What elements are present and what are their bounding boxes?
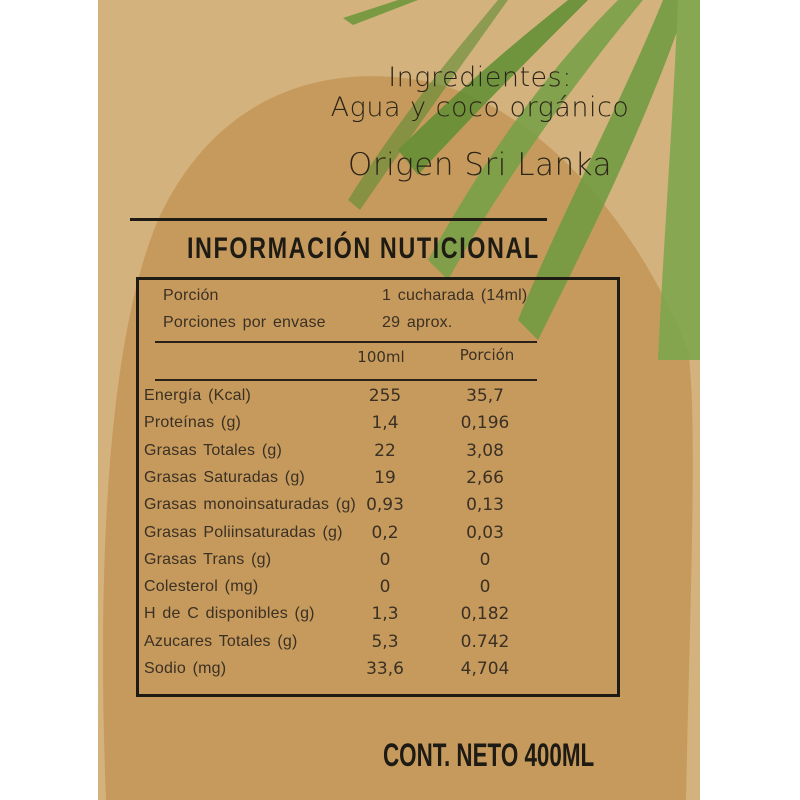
nutrient-value-portion: 0.742 xyxy=(460,631,510,652)
nutrient-value-100ml: 1,4 xyxy=(371,413,399,434)
nutrient-name: Grasas Saturadas (g) xyxy=(144,468,305,486)
palm-leaf-illustration xyxy=(343,0,700,360)
nutrient-value-portion: 0 xyxy=(479,549,491,570)
nutrition-title: INFORMACIÓN NUTICIONAL xyxy=(187,232,540,265)
nutrient-value-100ml: 5,3 xyxy=(371,631,399,652)
nutrient-value-100ml: 33,6 xyxy=(366,659,404,679)
divider xyxy=(155,379,537,381)
nutrient-name: Sodio (mg) xyxy=(144,660,227,677)
nutrient-value-100ml: 255 xyxy=(368,386,402,406)
nutrient-value-100ml: 0,93 xyxy=(366,495,404,516)
background-decoration xyxy=(102,0,700,800)
serving-value: 1 cucharada (14ml) xyxy=(382,287,528,304)
nutrient-value-portion: 4,704 xyxy=(460,659,510,679)
nutrient-value-100ml: 19 xyxy=(374,467,396,488)
servings-value: 29 aprox. xyxy=(382,314,453,331)
ingredients-title: Ingredientes: xyxy=(388,62,572,93)
divider xyxy=(155,341,537,343)
nutrient-value-portion: 2,66 xyxy=(466,467,504,488)
nutrient-value-portion: 0,196 xyxy=(460,413,510,434)
nutrient-name: Grasas monoinsaturadas (g) xyxy=(144,496,356,514)
nutrient-value-portion: 0 xyxy=(479,577,491,598)
nutrient-name: H de C disponibles (g) xyxy=(144,605,315,623)
nutrient-value-portion: 0,182 xyxy=(460,604,510,625)
nutrient-value-100ml: 0,2 xyxy=(371,522,399,543)
nutrient-name: Grasas Trans (g) xyxy=(144,550,272,568)
nutrient-value-100ml: 0 xyxy=(379,577,391,598)
nutrient-value-portion: 0,13 xyxy=(466,495,504,516)
servings-label: Porciones por envase xyxy=(163,314,326,331)
nutrient-name: Energía (Kcal) xyxy=(144,387,252,404)
product-label: Ingredientes: Agua y coco orgánico Orige… xyxy=(98,0,700,800)
nutrient-name: Colesterol (mg) xyxy=(144,578,259,596)
nutrient-name: Grasas Poliinsaturadas (g) xyxy=(144,523,343,541)
nutrient-value-100ml: 1,3 xyxy=(371,604,399,625)
nutrient-name: Proteínas (g) xyxy=(144,414,242,432)
serving-label: Porción xyxy=(163,287,219,304)
nutrient-name: Azucares Totales (g) xyxy=(144,632,298,650)
origin-text: Origen Sri Lanka xyxy=(347,147,613,183)
ingredients-text: Agua y coco orgánico xyxy=(330,92,630,123)
nutrient-value-portion: 35,7 xyxy=(466,386,504,406)
net-content: CONT. NETO 400ML xyxy=(383,737,595,773)
nutrient-value-100ml: 22 xyxy=(374,440,396,461)
column-header-100ml: 100ml xyxy=(357,348,405,366)
nutrient-value-100ml: 0 xyxy=(379,549,391,570)
nutrition-table xyxy=(136,277,620,697)
nutrient-name: Grasas Totales (g) xyxy=(144,441,283,459)
nutrient-value-portion: 0,03 xyxy=(466,522,504,543)
column-header-portion: Porción xyxy=(459,346,515,364)
nutrient-value-portion: 3,08 xyxy=(466,440,504,461)
divider xyxy=(130,218,547,221)
